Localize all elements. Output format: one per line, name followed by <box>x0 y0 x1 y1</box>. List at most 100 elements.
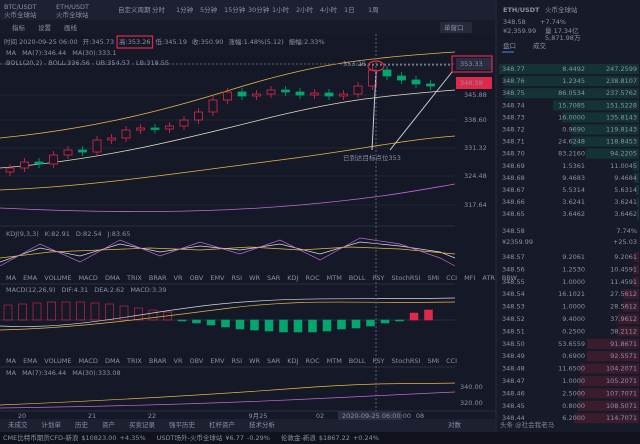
indicator-tab[interactable]: DMA <box>105 357 121 365</box>
book-amount: 5,871.98万 <box>545 34 581 42</box>
macd-bar <box>366 319 375 327</box>
indicator-tab[interactable]: RSI <box>232 274 243 282</box>
indicator-tab[interactable]: StochRSI <box>392 274 421 282</box>
dea <box>0 301 456 331</box>
book-amount: 53.6559 <box>558 340 585 348</box>
book-price: 348.50 <box>502 340 525 348</box>
depth-bar <box>571 124 639 135</box>
bottom-tab[interactable]: 技术分析 <box>249 420 276 429</box>
candle-body <box>411 79 421 85</box>
indicator-tab[interactable]: SAR <box>267 274 281 282</box>
depth-bar <box>633 252 639 262</box>
period-tab[interactable]: 1日 <box>344 6 355 14</box>
indicator-tab[interactable]: WR <box>249 357 260 365</box>
tool-button[interactable]: 画线 <box>64 23 78 32</box>
indicator-tab[interactable]: EMA <box>23 274 38 282</box>
indicator-tab[interactable]: SAR <box>267 357 281 365</box>
indicator-tab[interactable]: PSY <box>373 357 385 365</box>
bottom-tab[interactable]: 资产 <box>102 420 116 429</box>
indicator-tab[interactable]: EMV <box>210 357 225 365</box>
indicator-tab[interactable]: EMA <box>23 357 38 365</box>
indicator-tab[interactable]: VR <box>174 274 183 282</box>
period-tab[interactable]: 15分钟 <box>224 5 246 14</box>
bottom-tab[interactable]: 杠杆资产 <box>209 420 236 429</box>
bottom-tab[interactable]: 强平历史 <box>169 420 196 429</box>
indicator-tab[interactable]: StochRSI <box>392 357 421 365</box>
indicator-tab[interactable]: BRAR <box>149 274 167 282</box>
bottom-tab[interactable]: 计划单 <box>42 420 62 429</box>
macd-bar <box>380 319 390 324</box>
book-tab[interactable]: 成交 <box>533 41 547 50</box>
candle-body <box>194 111 203 121</box>
book-total: 107.7071 <box>606 389 637 397</box>
indicator-tab[interactable]: BOLL <box>349 274 366 282</box>
indicator-tab[interactable]: MA <box>6 274 17 282</box>
indicator-tab[interactable]: TRIX <box>126 357 142 365</box>
period-tab[interactable]: 分时 <box>152 5 166 14</box>
depth-bar <box>574 413 639 424</box>
order-book-panel <box>497 0 640 432</box>
indicator-tab[interactable]: MFI <box>464 274 475 282</box>
indicator-tab[interactable]: CCI <box>446 274 457 282</box>
scale-mode[interactable]: 对数 <box>448 420 462 429</box>
period-tab[interactable]: 30分钟 <box>248 5 270 14</box>
period-tab[interactable]: 1周 <box>368 6 379 14</box>
period-tab[interactable]: 5分钟 <box>200 5 218 14</box>
period-tab[interactable]: 1分钟 <box>176 5 194 14</box>
bottom-tab[interactable]: 未成交 <box>8 420 28 429</box>
indicator-tab[interactable]: MACD <box>78 274 97 282</box>
indicator-tab[interactable]: OBV <box>190 357 204 365</box>
indicator-tab[interactable]: SMI <box>427 274 439 282</box>
indicator-tab[interactable]: DMA <box>105 274 121 282</box>
book-tab[interactable]: 盘口 <box>503 41 516 50</box>
indicator-tab[interactable]: MACD <box>78 357 97 365</box>
book-price: 348.68 <box>502 174 525 182</box>
indicator-tab[interactable]: PSY <box>373 274 385 282</box>
indicator-tab[interactable]: VOLUME <box>44 274 71 282</box>
indicator-value: DEA:2.62 <box>94 286 124 294</box>
period-tab[interactable]: 自定义周期 <box>118 5 151 14</box>
highlight-box <box>116 35 154 49</box>
tool-button[interactable]: 指标 <box>12 23 26 32</box>
period-tab[interactable]: 4小时 <box>320 5 338 14</box>
indicator-tab[interactable]: TRIX <box>126 274 142 282</box>
tool-button[interactable]: 设置 <box>38 23 52 32</box>
book-amount: 0.2500 <box>562 327 585 335</box>
indicator-tab[interactable]: SMI <box>427 357 439 365</box>
book-total: 118.8453 <box>606 138 637 146</box>
indicator-tab[interactable]: BBW <box>502 274 518 282</box>
period-tab[interactable]: 1小时 <box>272 5 290 14</box>
indicator-tab[interactable]: EMV <box>210 274 225 282</box>
indicator-tab[interactable]: RSI <box>232 357 243 365</box>
book-total: 38.2112 <box>610 327 637 335</box>
pair-tab[interactable]: ETH/USDT <box>56 3 89 11</box>
mid-pct: 7.74% <box>616 227 637 235</box>
indicator-tab[interactable]: KDJ <box>287 357 298 365</box>
indicator-tab[interactable]: MTM <box>327 274 342 282</box>
indicator-tab[interactable]: BRAR <box>149 357 167 365</box>
depth-bar <box>579 363 639 374</box>
indicator-tab[interactable]: ROC <box>305 274 320 282</box>
book-total: 151.5228 <box>606 101 637 109</box>
bottom-tab[interactable]: 历史 <box>75 420 89 429</box>
indicator-tab[interactable]: ATR <box>482 274 495 282</box>
period-tab[interactable]: 2小时 <box>296 5 314 14</box>
macd-bar <box>177 319 187 322</box>
indicator-tab[interactable]: CCI <box>446 357 457 365</box>
current-price-box <box>456 58 492 70</box>
indicator-tab[interactable]: BOLL <box>349 357 366 365</box>
pair-tab[interactable]: BTC/USDT <box>4 3 37 11</box>
indicator-tab[interactable]: WR <box>249 274 260 282</box>
indicator-tab[interactable]: MA <box>6 357 17 365</box>
indicator-tab[interactable]: ROC <box>305 357 320 365</box>
indicator-tab[interactable]: VR <box>174 357 183 365</box>
indicator-tab[interactable]: MTM <box>327 357 342 365</box>
indicator-tab[interactable]: KDJ <box>287 274 298 282</box>
bottom-tab[interactable]: 买卖记录 <box>129 421 156 429</box>
indicator-value: MA(7):346.44 <box>22 369 66 377</box>
indicator-tab[interactable]: VOLUME <box>44 357 71 365</box>
indicator-tab[interactable]: OBV <box>190 274 204 282</box>
book-total: 94.2205 <box>610 150 637 158</box>
window-mode-box[interactable] <box>440 22 472 33</box>
indicator-value: MA <box>6 49 17 57</box>
